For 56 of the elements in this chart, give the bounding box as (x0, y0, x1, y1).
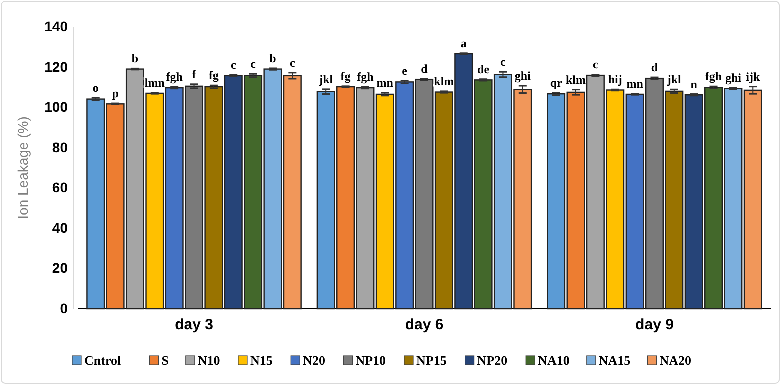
data-label: de (478, 62, 490, 76)
data-label: ghi (514, 69, 532, 84)
y-tick-label: 80 (52, 139, 68, 156)
data-label: klm (566, 72, 586, 87)
data-label: jkl (318, 72, 334, 86)
data-label: fg (340, 69, 351, 84)
legend-label: N10 (198, 353, 220, 368)
data-label: c (593, 58, 600, 72)
data-label: c (500, 55, 507, 70)
legend-label: Cntrol (84, 353, 122, 368)
y-tick-label: 100 (44, 99, 68, 116)
data-label: p (112, 86, 120, 101)
data-label: fg (208, 68, 219, 83)
legend-label: N15 (250, 353, 274, 368)
data-label: lmn (144, 76, 166, 90)
data-label: fgh (357, 70, 374, 84)
data-label: b (270, 51, 277, 66)
data-label: c (230, 58, 237, 72)
data-label: c (250, 57, 257, 72)
data-label: klm (434, 74, 454, 88)
data-label: e (402, 64, 408, 78)
data-label: jkl (666, 72, 682, 87)
y-tick-label: 120 (44, 58, 68, 75)
y-tick-label: 40 (52, 220, 68, 236)
data-label: a (460, 36, 467, 50)
data-label: mn (626, 76, 644, 91)
legend-label: NP15 (416, 353, 448, 368)
data-label: qr (550, 76, 564, 90)
data-label: hij (608, 72, 622, 87)
y-tick-label: 140 (44, 18, 68, 34)
x-tick-label: day 9 (636, 316, 674, 334)
data-label: c (290, 56, 296, 70)
legend-label: NA15 (598, 353, 632, 368)
x-tick-label: day 6 (405, 316, 444, 334)
legend-label: N20 (303, 353, 326, 368)
data-label: f (192, 67, 198, 82)
y-tick-label: 60 (52, 180, 68, 196)
y-tick-label: 20 (52, 260, 68, 276)
data-label: fgh (705, 70, 722, 84)
legend-label: NP20 (477, 353, 508, 368)
legend-label: S (162, 353, 169, 368)
data-label: fgh (166, 70, 184, 84)
data-label: mn (376, 76, 394, 90)
data-label: ghi (725, 71, 742, 86)
data-label: d (651, 60, 658, 75)
data-label: o (92, 81, 99, 96)
y-tick-label: 0 (60, 300, 68, 316)
data-label: n (690, 77, 698, 92)
legend-label: NP10 (356, 353, 386, 368)
data-label: d (421, 62, 428, 76)
x-tick-label: day 3 (175, 316, 214, 334)
legend-label: NA20 (660, 353, 692, 368)
data-label: ijk (746, 70, 760, 84)
legend-label: NA10 (538, 353, 570, 368)
data-label: b (132, 52, 139, 66)
y-axis-title: Ion Leakage (%) (15, 116, 31, 220)
